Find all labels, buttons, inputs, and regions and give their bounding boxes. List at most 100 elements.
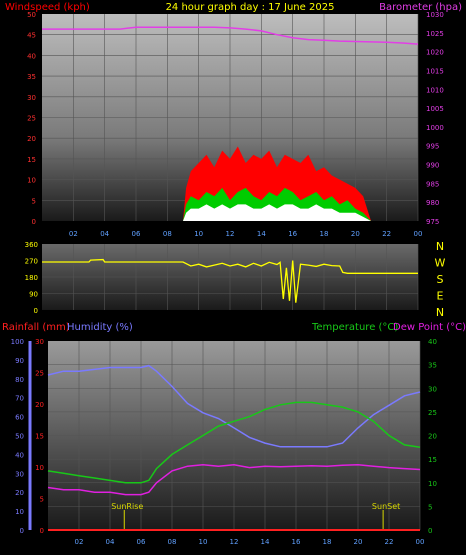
humidity-tick-label: 100: [11, 338, 24, 346]
x-tick-label: 22: [385, 538, 394, 546]
x-tick-label: 14: [257, 230, 266, 238]
dew-point-axis-label: Dew Point (°C): [393, 322, 466, 333]
x-tick-label: 08: [163, 230, 172, 238]
x-tick-label: 22: [382, 230, 391, 238]
humidity-tick-label: 0: [20, 527, 24, 535]
x-tick-label: 12: [226, 230, 235, 238]
temp-chart-x-ticks: 02 04 06 08 10 12 14 16 18 20 22 00: [75, 538, 425, 546]
compass-letter: W: [435, 257, 446, 270]
x-tick-label: 16: [288, 230, 297, 238]
humidity-tick-label: 20: [15, 489, 24, 497]
x-tick-label: 12: [230, 538, 239, 546]
windspeed-tick-label: 0: [32, 218, 36, 226]
wind-low-area: [42, 204, 418, 221]
wind-direction-line: [42, 258, 418, 303]
dew-point-line: [47, 464, 421, 496]
windspeed-tick-label: 5: [32, 197, 36, 205]
windspeed-tick-label: 25: [27, 115, 36, 123]
rainfall-axis-label: Rainfall (mm): [2, 322, 70, 333]
x-tick-label: 06: [137, 538, 146, 546]
temperature-tick-label: 10: [428, 480, 437, 488]
x-tick-label: 04: [100, 230, 109, 238]
temperature-tick-label: 20: [428, 433, 437, 441]
direction-tick-label: 0: [34, 307, 38, 315]
barometer-tick-label: 985: [426, 180, 439, 188]
x-tick-label: 18: [320, 230, 329, 238]
temperature-axis-label: Temperature (°C): [311, 322, 398, 333]
barometer-tick-label: 990: [426, 162, 439, 170]
barometer-tick-label: 975: [426, 218, 439, 226]
humidity-tick-label: 70: [15, 395, 24, 403]
rainfall-tick-label: 25: [35, 370, 44, 378]
sun-markers: SunRise SunSet: [111, 502, 400, 530]
sun-marker-label: SunSet: [372, 502, 400, 511]
x-tick-label: 08: [168, 538, 177, 546]
barometer-line: [42, 26, 419, 45]
temperature-tick-label: 0: [428, 527, 432, 535]
barometer-axis-label: Barometer (hpa): [379, 2, 462, 13]
temp-humidity-chart: Rainfall (mm) Humidity (%) Temperature (…: [2, 322, 466, 546]
wind-chart-grid: [42, 14, 419, 221]
x-tick-label: 18: [323, 538, 332, 546]
rainfall-tick-label: 5: [40, 496, 44, 504]
x-tick-label: 20: [351, 230, 360, 238]
x-tick-label: 06: [132, 230, 141, 238]
direction-tick-label: 270: [25, 258, 38, 266]
x-tick-label: 04: [106, 538, 115, 546]
rainfall-tick-label: 20: [35, 401, 44, 409]
x-tick-label: 20: [354, 538, 363, 546]
x-tick-label: 02: [69, 230, 78, 238]
compass-letter: N: [436, 240, 444, 253]
temperature-tick-label: 40: [428, 338, 437, 346]
compass-letter: E: [437, 290, 444, 303]
x-tick-label: 10: [199, 538, 208, 546]
humidity-tick-label: 90: [15, 357, 24, 365]
direction-chart-grid: [42, 244, 419, 310]
humidity-tick-label: 50: [15, 433, 24, 441]
temperature-line: [47, 401, 421, 484]
windspeed-tick-label: 35: [27, 73, 36, 81]
barometer-tick-label: 1020: [426, 49, 444, 57]
barometer-tick-label: 995: [426, 143, 439, 151]
x-tick-label: 10: [194, 230, 203, 238]
x-tick-label: 16: [292, 538, 301, 546]
rainfall-tick-label: 0: [40, 527, 44, 535]
barometer-tick-label: 1010: [426, 86, 444, 94]
windspeed-axis-ticks: 0 5 10 15 20 25 30 35 40 45 50: [27, 11, 36, 226]
compass-letter: S: [437, 273, 444, 286]
direction-tick-label: 180: [25, 274, 38, 282]
barometer-axis-ticks: 975 980 985 990 995 1000 1005 1010 1015 1020 1025 1…: [426, 11, 444, 226]
rainfall-tick-label: 10: [35, 464, 44, 472]
windspeed-tick-label: 45: [27, 32, 36, 40]
compass-letter: N: [436, 306, 444, 319]
humidity-axis-label: Humidity (%): [67, 322, 133, 333]
temperature-tick-label: 5: [428, 503, 432, 511]
windspeed-tick-label: 30: [27, 94, 36, 102]
x-tick-label: 14: [261, 538, 270, 546]
temperature-tick-label: 35: [428, 362, 437, 370]
x-tick-label: 02: [75, 538, 84, 546]
temperature-tick-label: 30: [428, 385, 437, 393]
rainfall-tick-label: 30: [35, 338, 44, 346]
temperature-tick-label: 15: [428, 456, 437, 464]
x-tick-label: 00: [414, 230, 423, 238]
temperature-tick-label: 25: [428, 409, 437, 417]
barometer-tick-label: 1030: [426, 11, 444, 19]
windspeed-tick-label: 20: [27, 135, 36, 143]
windspeed-tick-label: 10: [27, 177, 36, 185]
humidity-tick-label: 80: [15, 376, 24, 384]
windspeed-axis-label: Windspeed (kph): [5, 2, 90, 13]
rainfall-tick-label: 15: [35, 433, 44, 441]
humidity-axis-ticks: 0 10 20 30 40 50 60 70 80 90 100: [11, 338, 24, 535]
humidity-tick-label: 40: [15, 451, 24, 459]
temperature-axis-ticks: 0 5 10 15 20 25 30 35 40: [428, 338, 437, 535]
windspeed-tick-label: 15: [27, 156, 36, 164]
direction-tick-label: 360: [25, 241, 38, 249]
chart-title: 24 hour graph day : 17 June 2025: [166, 2, 335, 13]
humidity-tick-label: 30: [15, 470, 24, 478]
barometer-tick-label: 1015: [426, 67, 444, 75]
